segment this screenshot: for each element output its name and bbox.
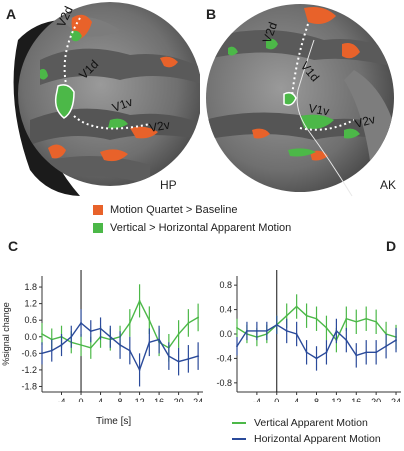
brain-a-label-v1v: V1v (110, 95, 134, 115)
subject-label-hp: HP (160, 178, 177, 192)
panel-label-c: C (8, 238, 19, 254)
line-legend-vertical: Vertical Apparent Motion (232, 417, 368, 429)
x-tick-label: 12 (135, 397, 145, 402)
x-tick-label: 12 (331, 397, 341, 402)
brain-image-hp: V2d V1d V1v V2v (13, 2, 200, 196)
line-legend-horizontal: Horizontal Apparent Motion (232, 433, 381, 445)
x-tick-label: 16 (351, 397, 361, 402)
legend-item-vertical-horizontal: Vertical > Horizontal Apparent Motion (93, 222, 291, 234)
x-tick-label: 24 (391, 397, 401, 402)
y-tick-label: -0.8 (216, 378, 232, 388)
x-tick-label: 4 (294, 397, 299, 402)
y-tick-label: 0.0 (219, 329, 232, 339)
x-tick-label: 20 (174, 397, 184, 402)
y-tick-label: 0.4 (219, 305, 232, 315)
y-axis-label: %signal change (1, 302, 11, 366)
chart-c: 1.8 1.2 0.6 0.0 -0.6 -1.2 -1.8 -4 0 4 8 12 16 20 24 %si… (1, 270, 203, 402)
brain-b-label-v2v: V2v (353, 112, 377, 131)
brain-image-ak: V2d V1d V1v V2v (206, 4, 394, 197)
x-tick-label: 20 (371, 397, 381, 402)
panel-label-a: A (6, 6, 17, 22)
y-tick-label: -1.8 (21, 381, 37, 391)
y-tick-label: 0.6 (24, 315, 37, 325)
x-tick-label: 8 (314, 397, 319, 402)
series-line (236, 305, 397, 342)
legend-item-motion-quartet: Motion Quartet > Baseline (93, 204, 238, 216)
x-tick-label: -4 (253, 397, 261, 402)
legend-label: Motion Quartet > Baseline (110, 204, 238, 216)
brain-a-label-v2v: V2v (148, 118, 171, 135)
green-swatch-icon (93, 223, 103, 233)
x-tick-label: 16 (154, 397, 164, 402)
series-line (41, 321, 199, 372)
x-tick-label: 0 (79, 397, 84, 402)
chart-c-xlabel: Time [s] (96, 416, 132, 427)
line-legend-label: Vertical Apparent Motion (254, 417, 368, 429)
line-legend-label: Horizontal Apparent Motion (254, 433, 381, 445)
y-tick-label: -0.4 (216, 353, 232, 363)
series-line (236, 323, 397, 360)
y-tick-label: 0.8 (219, 280, 232, 290)
x-tick-label: 24 (193, 397, 203, 402)
panel-label-b: B (206, 6, 217, 22)
x-tick-label: 4 (98, 397, 103, 402)
orange-swatch-icon (93, 205, 103, 215)
x-tick-label: -4 (58, 397, 66, 402)
y-tick-label: 1.2 (24, 299, 37, 309)
y-tick-label: 1.8 (24, 282, 37, 292)
green-line-icon (232, 422, 246, 424)
x-tick-label: 8 (118, 397, 123, 402)
y-tick-label: 0.0 (24, 332, 37, 342)
brain-b-label-v1v: V1v (307, 101, 330, 118)
brain-b-label-v2d: V2d (260, 20, 280, 45)
subject-label-ak: AK (380, 178, 397, 192)
y-tick-label: -1.2 (21, 365, 37, 375)
blue-line-icon (232, 438, 246, 440)
panel-label-d: D (386, 238, 397, 254)
legend-label: Vertical > Horizontal Apparent Motion (110, 222, 292, 234)
x-tick-label: 0 (274, 397, 279, 402)
chart-d: 0.8 0.4 0.0 -0.4 -0.8 -4 0 4 8 12 16 20 24 (216, 270, 401, 402)
y-tick-label: -0.6 (21, 348, 37, 358)
